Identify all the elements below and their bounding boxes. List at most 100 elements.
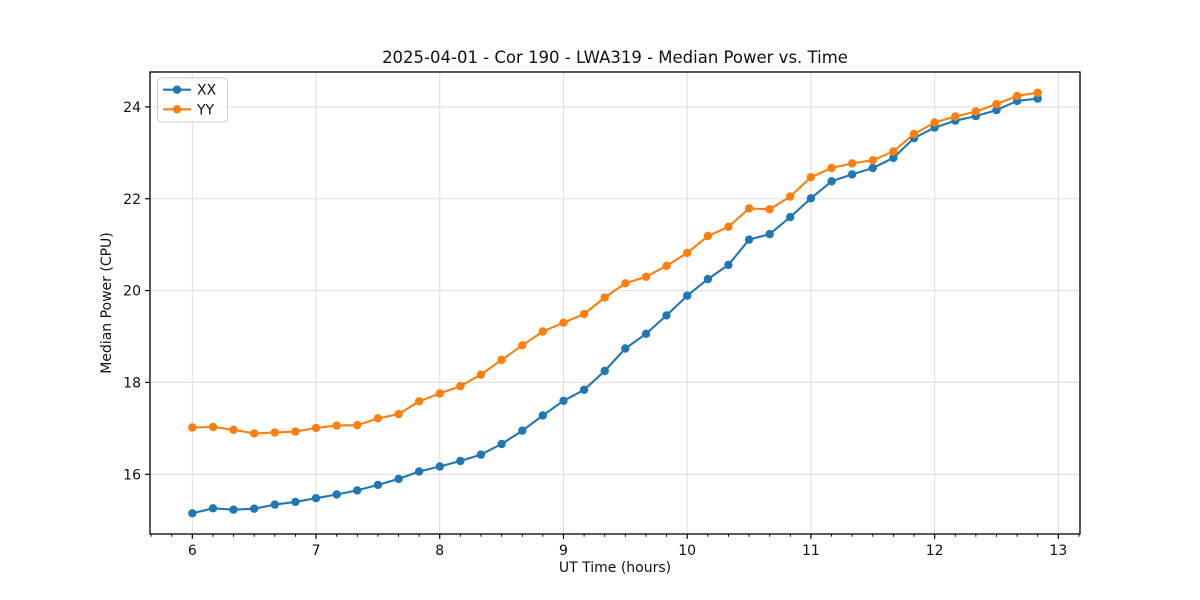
data-point-xx: [992, 105, 1001, 115]
data-point-xx: [394, 474, 403, 484]
data-point-yy: [703, 231, 713, 241]
legend-label-yy: YY: [196, 102, 215, 118]
data-point-xx: [641, 329, 651, 338]
data-point-xx: [250, 504, 259, 513]
data-point-yy: [229, 425, 238, 434]
data-point-yy: [497, 355, 506, 365]
data-point-yy: [951, 112, 960, 121]
data-point-xx: [559, 396, 568, 405]
data-point-xx: [435, 462, 444, 471]
data-point-xx: [600, 366, 609, 376]
data-point-xx: [662, 311, 671, 320]
data-point-xx: [373, 480, 383, 490]
y-tick-label: 20: [123, 284, 141, 300]
data-point-xx: [353, 486, 362, 495]
data-point-yy: [744, 204, 754, 213]
data-point-xx: [188, 509, 197, 518]
data-point-xx: [827, 177, 836, 186]
data-point-yy: [786, 192, 795, 201]
data-point-yy: [311, 423, 321, 433]
x-tick-label: 6: [188, 543, 197, 559]
data-point-xx: [683, 291, 692, 300]
data-point-yy: [373, 414, 383, 423]
legend-label-xx: XX: [197, 83, 217, 99]
data-point-xx: [311, 494, 321, 503]
legend-marker-yy: [172, 105, 182, 114]
x-tick-label: 10: [678, 543, 696, 559]
x-tick-label: 12: [926, 543, 944, 559]
x-tick-label: 13: [1049, 543, 1067, 559]
data-point-yy: [579, 309, 589, 319]
data-point-yy: [208, 422, 218, 432]
data-point-xx: [579, 385, 589, 394]
data-point-yy: [291, 427, 300, 436]
data-point-xx: [724, 260, 733, 270]
data-point-yy: [827, 163, 836, 173]
series-line-xx: [192, 97, 1038, 515]
data-point-yy: [538, 327, 547, 336]
data-point-xx: [497, 439, 506, 449]
data-point-yy: [889, 147, 898, 156]
legend-marker-xx: [172, 85, 182, 94]
data-point-xx: [208, 504, 218, 513]
data-point-yy: [868, 156, 877, 165]
data-point-yy: [394, 409, 403, 419]
x-axis-label: UT Time (hours): [558, 560, 672, 576]
data-point-xx: [847, 170, 857, 179]
data-point-xx: [1033, 94, 1042, 103]
data-point-yy: [353, 421, 362, 430]
data-point-yy: [1013, 91, 1022, 101]
data-point-yy: [559, 318, 568, 327]
data-point-xx: [518, 426, 527, 435]
legend-box: [157, 77, 228, 123]
data-point-yy: [662, 261, 671, 270]
chart-title: 2025-04-01 - Cor 190 - LWA319 - Median P…: [382, 48, 848, 67]
data-point-yy: [270, 428, 279, 437]
y-tick-label: 16: [123, 467, 141, 483]
data-point-xx: [476, 450, 486, 459]
data-point-xx: [868, 163, 877, 173]
data-point-yy: [188, 423, 197, 432]
data-point-yy: [332, 421, 341, 430]
data-point-xx: [270, 500, 279, 509]
x-tick-label: 11: [802, 543, 820, 559]
data-point-yy: [476, 370, 486, 379]
data-point-yy: [641, 272, 651, 281]
data-point-yy: [1033, 88, 1042, 97]
data-point-xx: [889, 153, 898, 163]
x-tick-label: 7: [312, 543, 321, 559]
data-point-yy: [621, 279, 630, 288]
data-point-xx: [229, 505, 238, 514]
data-point-xx: [786, 212, 795, 222]
data-point-yy: [683, 248, 692, 258]
data-point-yy: [992, 99, 1001, 109]
data-point-yy: [456, 381, 465, 391]
data-point-yy: [806, 173, 816, 182]
x-tick-label: 9: [559, 543, 568, 559]
data-point-yy: [600, 293, 609, 302]
data-point-yy: [930, 118, 939, 127]
data-point-xx: [414, 467, 424, 476]
data-point-xx: [744, 235, 754, 244]
data-point-xx: [538, 411, 547, 420]
data-point-yy: [518, 341, 527, 350]
data-point-yy: [847, 159, 857, 168]
data-point-xx: [621, 344, 630, 353]
y-tick-label: 22: [123, 192, 141, 208]
data-point-yy: [765, 205, 774, 214]
y-tick-label: 18: [123, 375, 141, 391]
data-point-yy: [971, 107, 980, 116]
data-point-xx: [765, 229, 774, 239]
data-point-xx: [456, 456, 465, 466]
plot-border: [149, 71, 1081, 535]
data-point-yy: [414, 397, 424, 406]
data-point-xx: [291, 497, 300, 507]
data-point-yy: [724, 222, 733, 231]
y-tick-label: 24: [123, 100, 141, 116]
data-point-yy: [250, 429, 259, 438]
data-point-yy: [435, 389, 444, 398]
data-point-xx: [332, 490, 341, 499]
data-point-yy: [909, 129, 919, 139]
